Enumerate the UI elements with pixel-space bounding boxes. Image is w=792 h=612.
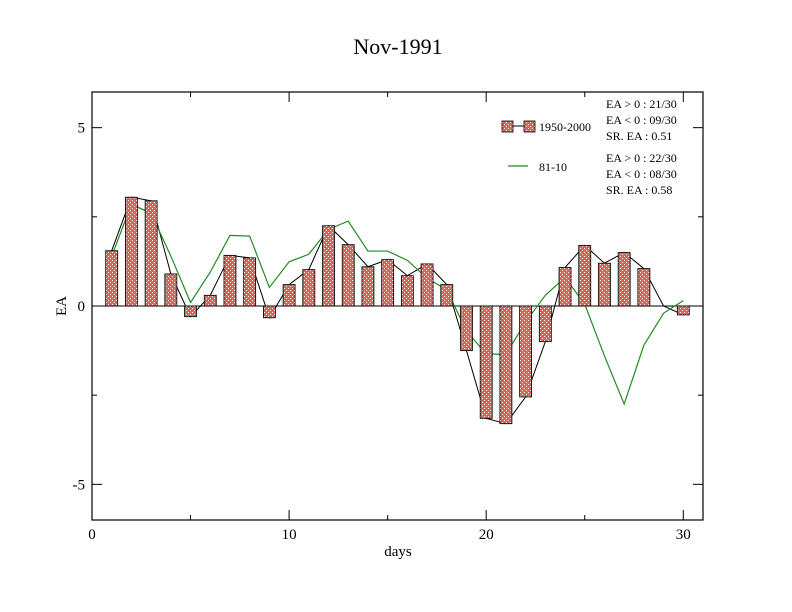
bar [538, 305, 552, 343]
bar [499, 305, 513, 425]
bar [105, 250, 119, 307]
legend-stat-81-10: EA > 0 : 22/30 [606, 151, 677, 165]
legend-stat-1950-2000: EA < 0 : 09/30 [606, 113, 677, 127]
legend-stat-81-10: EA < 0 : 08/30 [606, 167, 677, 181]
bar [361, 266, 375, 307]
bar [637, 268, 651, 307]
bar [203, 294, 217, 307]
y-tick-label: -5 [73, 477, 86, 493]
x-tick-label: 20 [479, 527, 494, 543]
y-tick-label: 0 [78, 299, 86, 315]
bar [676, 305, 690, 316]
bar [479, 305, 493, 419]
legend-stat-1950-2000: SR. EA : 0.51 [606, 129, 672, 143]
chart-title: Nov-1991 [353, 34, 442, 59]
x-tick-label: 10 [282, 527, 297, 543]
y-tick-label: 5 [78, 121, 86, 137]
bar [341, 244, 355, 307]
legend-label-1950-2000: 1950-2000 [539, 120, 591, 134]
legend-swatch-1950-2000 [501, 120, 514, 133]
bar [184, 305, 197, 318]
bar [243, 257, 257, 307]
bar [164, 273, 178, 307]
x-axis-label: days [384, 544, 412, 560]
bar [125, 196, 138, 307]
bar [440, 284, 454, 307]
bar [400, 275, 414, 307]
bar [617, 252, 631, 307]
bar [598, 262, 611, 307]
bar [558, 267, 572, 307]
bar [282, 284, 296, 307]
bar [460, 305, 473, 351]
y-axis-label: EA [54, 296, 70, 316]
legend-label-81-10: 81-10 [539, 160, 567, 174]
bar [519, 305, 533, 398]
bar [322, 225, 335, 307]
legend-swatch-1950-2000 [523, 120, 536, 133]
bar [302, 269, 316, 307]
bar [420, 263, 434, 307]
series-line-1950-2000 [111, 196, 684, 425]
x-tick-label: 0 [88, 527, 96, 543]
bar [578, 244, 592, 307]
bar [381, 259, 395, 307]
legend-stat-81-10: SR. EA : 0.58 [606, 183, 672, 197]
series-line-81-10 [111, 203, 684, 406]
bar [223, 254, 237, 307]
bar [144, 200, 158, 307]
legend-stat-1950-2000: EA > 0 : 21/30 [606, 97, 677, 111]
bar [262, 305, 276, 319]
x-tick-label: 30 [676, 527, 691, 543]
